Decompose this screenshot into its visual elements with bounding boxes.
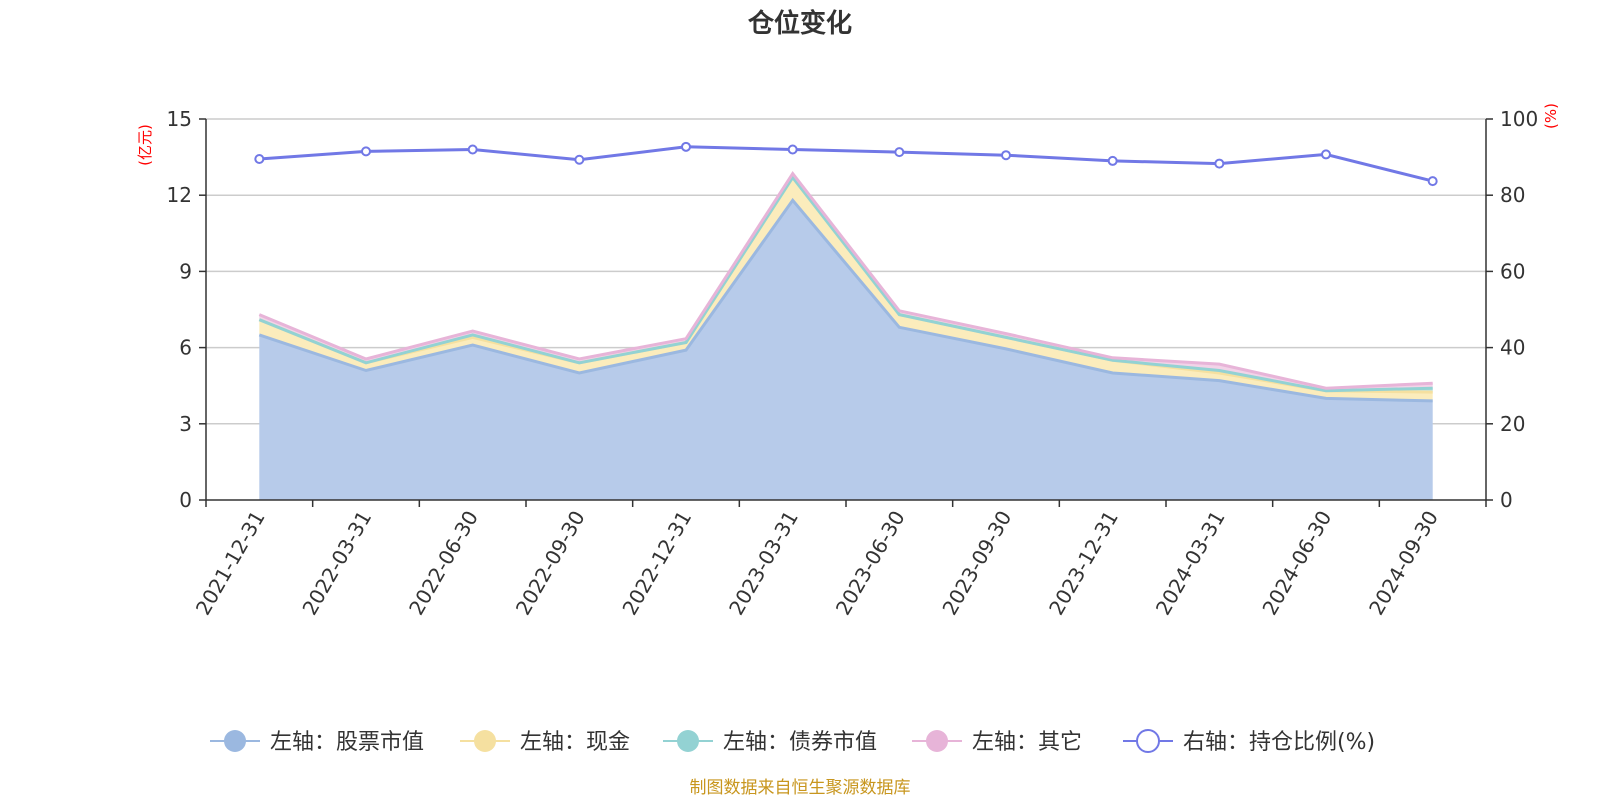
area-layers bbox=[259, 173, 1433, 501]
legend-label: 左轴：其它 bbox=[972, 730, 1082, 755]
ratio-point bbox=[254, 154, 265, 165]
legend-marker bbox=[224, 730, 246, 752]
ratio-point bbox=[467, 144, 478, 155]
right-axis-unit: (%) bbox=[1542, 103, 1560, 129]
legend-marker bbox=[677, 730, 699, 752]
ratio-point bbox=[1001, 150, 1011, 161]
ratio-point bbox=[1107, 155, 1118, 166]
x-tick-label: 2023-12-31 bbox=[1044, 507, 1123, 620]
x-tick-label: 2023-03-31 bbox=[724, 507, 803, 620]
right-tick-label: 40 bbox=[1500, 336, 1525, 360]
x-tick-label: 2021-12-31 bbox=[191, 507, 270, 620]
x-tick-label: 2022-06-30 bbox=[404, 506, 483, 619]
ratio-point bbox=[1427, 176, 1438, 187]
ratio-point bbox=[681, 141, 691, 152]
legend-item[interactable]: 左轴：其它 bbox=[912, 730, 1082, 755]
ratio-point bbox=[361, 146, 371, 157]
line-ratio bbox=[259, 145, 1434, 183]
right-tick-label: 100 bbox=[1500, 107, 1538, 131]
ratio-point bbox=[1321, 149, 1331, 160]
legend-item[interactable]: 左轴：债券市值 bbox=[663, 730, 877, 755]
ratio-point bbox=[1214, 158, 1225, 169]
chart-title: 仓位变化 bbox=[747, 8, 852, 39]
legend-marker bbox=[926, 730, 948, 752]
x-tick-label: 2023-06-30 bbox=[831, 507, 910, 620]
left-tick-label: 6 bbox=[179, 336, 192, 360]
line-左轴：其它 bbox=[258, 171, 1433, 390]
left-axis-unit: (亿元) bbox=[136, 124, 154, 166]
right-tick-label: 60 bbox=[1500, 259, 1525, 283]
x-tick-label: 2024-06-30 bbox=[1257, 507, 1336, 620]
legend-item[interactable]: 右轴：持仓比例(%) bbox=[1123, 729, 1375, 755]
ratio-markers bbox=[254, 141, 1438, 187]
legend-label: 右轴：持仓比例(%) bbox=[1183, 730, 1375, 755]
x-tick-label: 2022-12-31 bbox=[617, 507, 696, 620]
legend-label: 左轴：现金 bbox=[520, 730, 630, 755]
left-tick-label: 9 bbox=[179, 259, 192, 283]
x-tick-label: 2023-09-30 bbox=[937, 507, 1016, 620]
x-tick-label: 2024-03-31 bbox=[1151, 507, 1230, 620]
legend-marker bbox=[474, 730, 496, 752]
x-tick-label: 2022-09-30 bbox=[511, 507, 590, 620]
legend-label: 左轴：债券市值 bbox=[723, 730, 877, 755]
legend[interactable]: 左轴：股票市值 左轴：现金 左轴：债券市值 左轴：其它 右轴：持仓比例(%) bbox=[210, 729, 1375, 755]
right-tick-label: 0 bbox=[1500, 488, 1513, 512]
line-左轴：债券市值 bbox=[258, 174, 1433, 393]
legend-item[interactable]: 左轴：现金 bbox=[460, 730, 630, 755]
x-tick-label: 2024-09-30 bbox=[1364, 507, 1443, 620]
legend-label: 左轴：股票市值 bbox=[270, 730, 424, 755]
data-source-note: 制图数据来自恒生聚源数据库 bbox=[690, 778, 911, 798]
line-左轴：股票市值 bbox=[258, 197, 1433, 403]
left-tick-label: 0 bbox=[179, 488, 192, 512]
ratio-point bbox=[787, 144, 798, 155]
ratio-point bbox=[894, 147, 905, 158]
x-tick-label: 2022-03-31 bbox=[297, 507, 376, 620]
right-tick-label: 20 bbox=[1500, 412, 1525, 436]
legend-marker bbox=[1136, 729, 1160, 753]
left-tick-label: 12 bbox=[167, 183, 192, 207]
ratio-point bbox=[574, 154, 585, 165]
legend-item[interactable]: 左轴：股票市值 bbox=[210, 730, 424, 755]
right-tick-label: 80 bbox=[1500, 183, 1525, 207]
left-tick-label: 15 bbox=[167, 107, 192, 131]
area-左轴：股票市值 bbox=[259, 200, 1433, 501]
series-lines bbox=[258, 145, 1434, 403]
left-tick-label: 3 bbox=[179, 412, 192, 436]
